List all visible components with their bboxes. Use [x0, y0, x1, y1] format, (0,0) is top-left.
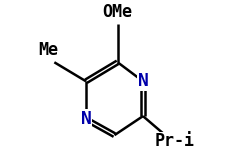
Text: N: N [138, 72, 148, 90]
Text: OMe: OMe [103, 3, 133, 21]
Text: Pr-i: Pr-i [155, 132, 195, 150]
Text: Me: Me [38, 41, 58, 59]
Text: N: N [81, 110, 91, 128]
